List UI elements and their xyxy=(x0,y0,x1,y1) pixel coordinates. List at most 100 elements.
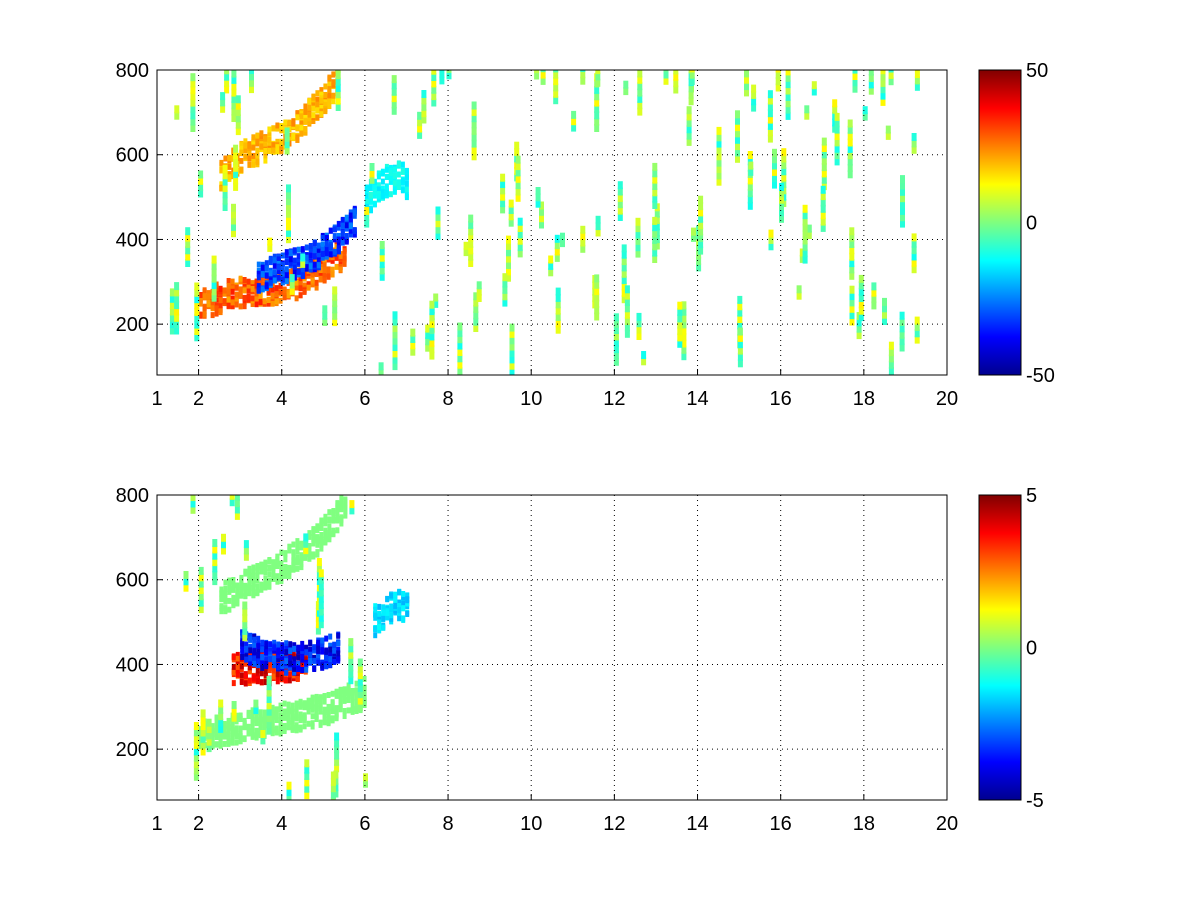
top-heatmap-cell xyxy=(263,140,268,147)
bottom-heatmap-cell xyxy=(247,677,252,684)
top-heatmap-cell xyxy=(380,193,385,200)
bottom-x-tick-label: 12 xyxy=(603,813,625,835)
bottom-heatmap-cell xyxy=(251,674,256,681)
top-heatmap-cell xyxy=(457,354,463,363)
top-heatmap-cell xyxy=(231,75,237,84)
top-heatmap-cell xyxy=(319,102,324,109)
top-heatmap-cell xyxy=(249,70,254,74)
bottom-heatmap-cell xyxy=(300,656,305,663)
bottom-heatmap-cell xyxy=(219,590,224,597)
top-heatmap-cell xyxy=(779,195,784,204)
top-heatmap-cell xyxy=(324,234,329,241)
top-heatmap-cell xyxy=(169,294,175,303)
top-heatmap-cell xyxy=(654,216,660,224)
bottom-heatmap-cell xyxy=(330,708,335,715)
top-heatmap-cell xyxy=(250,301,255,307)
top-heatmap-cell xyxy=(275,147,280,154)
top-heatmap-cell xyxy=(311,94,316,101)
top-heatmap-cell xyxy=(435,206,441,215)
bottom-heatmap-cell xyxy=(218,731,223,738)
top-heatmap-cell xyxy=(457,348,463,356)
top-heatmap-cell xyxy=(689,70,695,73)
bottom-heatmap-cells xyxy=(183,486,410,800)
top-heatmap-cell xyxy=(849,233,855,242)
top-heatmap-cell xyxy=(869,55,874,63)
top-heatmap-cell xyxy=(379,253,385,262)
bottom-heatmap-cell xyxy=(319,525,324,531)
top-heatmap-cell xyxy=(255,132,260,139)
bottom-heatmap-cell xyxy=(320,648,325,655)
bottom-heatmap-cell xyxy=(307,544,312,551)
top-heatmap-cell xyxy=(268,279,273,286)
top-heatmap-cell xyxy=(379,266,385,275)
top-heatmap-cell xyxy=(319,87,324,94)
top-heatmap-cell xyxy=(324,241,329,248)
bottom-heatmap-cell xyxy=(231,713,237,722)
top-heatmap-cell xyxy=(169,301,175,310)
top-heatmap-cell xyxy=(686,112,692,121)
top-heatmap-cell xyxy=(779,183,784,191)
top-heatmap-cell xyxy=(502,285,508,294)
top-heatmap-cell xyxy=(691,233,696,242)
bottom-heatmap-cell xyxy=(239,663,244,670)
top-heatmap-cell xyxy=(785,86,791,95)
bottom-heatmap-cell xyxy=(377,627,382,634)
top-heatmap-cell xyxy=(326,266,331,273)
bottom-heatmap-cell xyxy=(243,584,248,591)
top-heatmap-cell xyxy=(751,97,757,106)
top-heatmap-cell xyxy=(914,322,920,331)
bottom-heatmap-cell xyxy=(290,702,295,709)
bottom-heatmap-cell xyxy=(296,654,301,661)
bottom-heatmap-cell xyxy=(300,645,305,652)
top-heatmap-cell xyxy=(324,245,329,252)
bottom-heatmap-cell xyxy=(322,698,327,705)
bottom-heatmap-cell xyxy=(263,575,268,582)
bottom-heatmap-cell xyxy=(238,732,243,739)
bottom-heatmap-cell xyxy=(292,656,297,663)
top-heatmap-cell xyxy=(286,292,291,299)
bottom-heatmap-cell xyxy=(397,615,402,621)
top-heatmap-cell xyxy=(231,222,236,231)
bottom-heatmap-cell xyxy=(214,722,219,729)
bottom-heatmap-cell xyxy=(276,656,281,662)
top-heatmap-cell xyxy=(323,92,328,98)
bottom-heatmap-cell xyxy=(270,724,275,731)
bottom-heatmap-cell xyxy=(212,570,218,579)
top-heatmap-cell xyxy=(747,157,753,166)
bottom-heatmap-cell xyxy=(221,540,226,549)
top-heatmap-cell xyxy=(820,217,826,226)
top-heatmap-cell xyxy=(820,204,826,213)
bottom-heatmap-cell xyxy=(304,765,310,774)
top-heatmap-cell xyxy=(214,305,219,312)
bottom-heatmap-cell xyxy=(231,595,236,602)
bottom-heatmap-cell xyxy=(346,690,351,696)
top-heatmap-cell xyxy=(820,198,826,207)
top-heatmap-cell xyxy=(834,125,840,134)
top-heatmap-cell xyxy=(338,252,343,259)
bottom-heatmap-cell xyxy=(247,585,252,591)
bottom-heatmap-cell xyxy=(219,595,224,602)
bottom-heatmap-cell xyxy=(304,772,310,780)
top-heatmap-cell xyxy=(689,46,694,54)
top-heatmap-cell xyxy=(594,274,600,283)
top-heatmap-cell xyxy=(748,161,754,170)
bottom-heatmap-cell xyxy=(262,709,267,716)
top-heatmap-cell xyxy=(571,117,577,126)
top-heatmap-cell xyxy=(637,94,643,103)
top-heatmap-cell xyxy=(737,321,743,330)
top-heatmap-cell xyxy=(324,250,329,257)
bottom-heatmap-cell xyxy=(239,679,244,685)
top-heatmap-cell xyxy=(500,199,506,208)
bottom-heatmap-cell xyxy=(255,671,260,678)
top-heatmap-cell xyxy=(292,257,297,264)
top-heatmap-cell xyxy=(517,230,523,239)
bottom-heatmap-cell xyxy=(235,486,240,494)
top-heatmap-cell xyxy=(348,218,353,225)
top-heatmap-cell xyxy=(888,70,894,73)
bottom-heatmap-cell xyxy=(288,641,293,648)
top-heatmap-cell xyxy=(220,98,226,107)
top-heatmap-cell xyxy=(435,231,441,240)
top-heatmap-cell xyxy=(280,271,285,278)
top-heatmap-cell xyxy=(263,147,268,154)
top-heatmap-cell xyxy=(314,284,319,291)
